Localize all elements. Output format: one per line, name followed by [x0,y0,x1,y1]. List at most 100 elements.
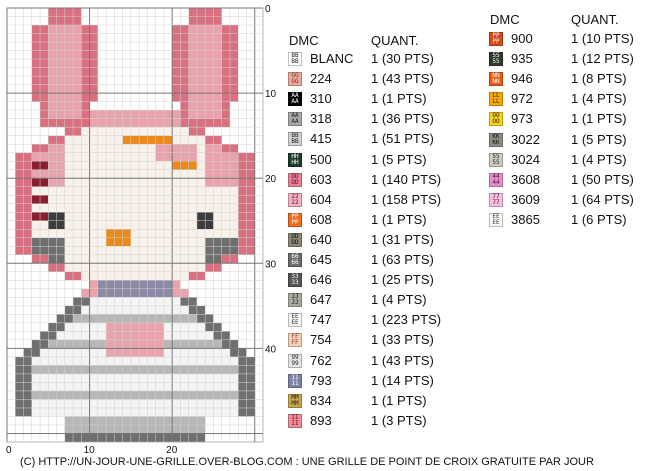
stitch-cell [31,356,41,366]
stitch-cell [130,246,140,255]
stitch-cell [139,178,148,187]
stitch-cell [31,339,41,349]
stitch-cell [221,152,230,162]
stitch-cell [81,263,90,272]
stitch-cell [48,322,57,332]
stitch-cell [56,382,65,391]
stitch-cell [229,59,239,68]
stitch-cell [147,322,156,332]
stitch-cell [163,365,173,374]
stitch-cell [172,93,181,102]
stitch-cell [139,356,148,366]
stitch-cell [89,433,98,442]
stitch-cell [180,67,189,77]
stitch-cell [73,169,82,179]
stitch-cell [15,186,24,196]
stitch-cell [31,33,41,43]
stitch-cell [196,144,206,153]
stitch-cell [172,280,181,289]
stitch-cell [139,237,148,247]
stitch-cell [130,144,140,153]
legend-symbol-row: AA [291,112,299,120]
stitch-cell [81,152,90,162]
legend-symbol: GG GG [289,73,301,85]
stitch-cell [56,76,65,85]
stitch-cell [196,399,206,408]
legend-dmc-code: 3609 [511,191,540,207]
stitch-cell [89,356,98,366]
legend-symbol: EE EE [289,314,301,326]
legend-quantity: 1 (14 PTS) [371,372,434,388]
stitch-cell [188,33,197,43]
stitch-cell [205,263,214,272]
stitch-cell [246,365,255,374]
stitch-cell [56,101,65,111]
stitch-cell [172,33,181,43]
stitch-cell [147,237,156,247]
stitch-cells [15,8,255,442]
legend-quant-header-2: QUANT. [571,12,619,27]
stitch-cell [205,76,214,85]
stitch-cell [56,263,65,272]
stitch-cell [147,399,156,408]
stitch-cell [180,305,189,315]
stitch-cell [229,220,239,230]
stitch-cell [196,93,206,102]
stitch-cell [81,382,90,391]
stitch-cell [163,348,173,357]
stitch-cell [213,67,222,77]
stitch-cell [246,186,255,196]
stitch-cell [163,399,173,408]
stitch-cell [188,424,197,434]
stitch-cell [31,178,41,187]
stitch-cell [97,263,107,272]
stitch-cell [205,237,214,247]
stitch-cell [155,382,164,391]
stitch-cell [106,348,115,357]
stitch-cell [114,433,123,442]
stitch-cell [89,314,98,323]
stitch-cell [48,373,57,383]
stitch-cell [73,135,82,145]
stitch-cell [172,161,181,170]
stitch-cell [31,246,41,255]
stitch-cell [64,16,74,26]
stitch-cell [73,186,82,196]
stitch-cell [81,407,90,417]
stitch-cell [40,42,49,51]
stitch-cell [180,178,189,187]
stitch-cell [81,348,90,357]
stitch-cell [213,254,222,264]
stitch-cell [89,203,98,213]
legend-swatch: EE EE [288,313,302,328]
stitch-cell [122,331,131,340]
stitch-cell [31,169,41,179]
stitch-cell [188,314,197,323]
stitch-cell [81,127,90,136]
stitch-cell [40,331,49,340]
stitch-cell [229,212,239,221]
legend-symbol-row: EE [291,313,299,321]
stitch-cell [229,229,239,238]
legend-quantity: 1 (140 PTS) [371,171,442,187]
stitch-cell [221,118,230,128]
stitch-cell [213,59,222,68]
stitch-cell [180,254,189,264]
stitch-cell [213,382,222,391]
stitch-cell [122,212,131,221]
stitch-cell [130,220,140,230]
stitch-cell [139,229,148,238]
stitch-cell [89,144,98,153]
stitch-cell [40,382,49,391]
stitch-cell [40,203,49,213]
stitch-cell [172,365,181,374]
legend-dmc-header: DMC [289,33,319,48]
stitch-cell [130,399,140,408]
stitch-cell [114,407,123,417]
stitch-cell [139,331,148,340]
stitch-cell [196,390,206,400]
legend-quantity: 1 (223 PTS) [371,312,442,328]
stitch-cell [163,373,173,383]
stitch-cell [180,84,189,94]
